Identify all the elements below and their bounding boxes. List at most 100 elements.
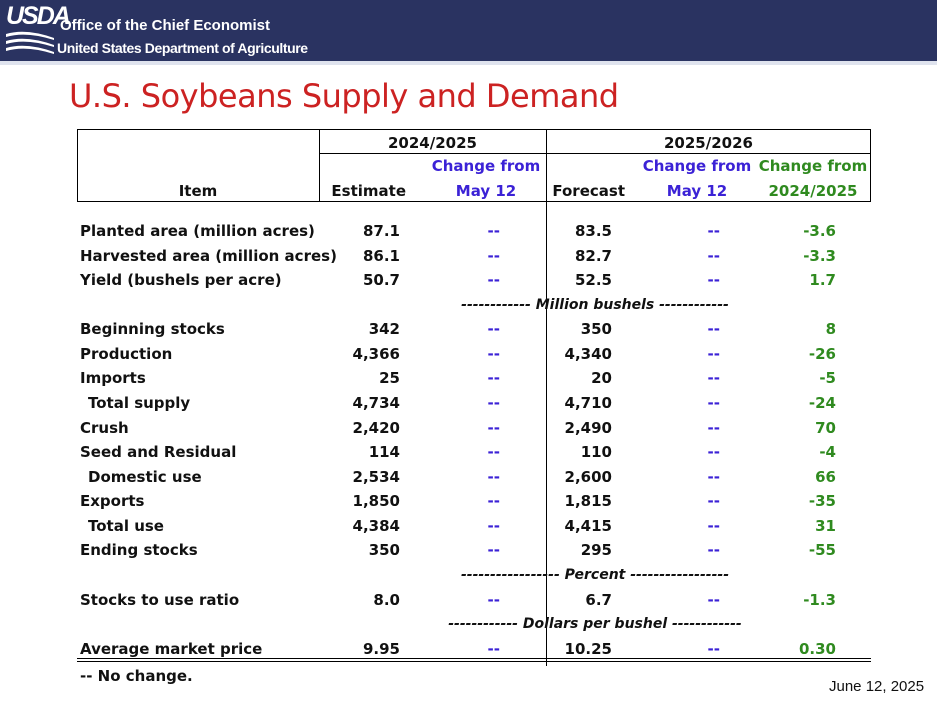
usda-logo-text: USDA (6, 2, 71, 30)
cell-chg2: -- (707, 419, 720, 437)
cell-item: Planted area (million acres) (80, 222, 315, 240)
report-date: June 12, 2025 (829, 678, 925, 695)
cell-chg1: -- (487, 443, 500, 461)
year-header-2025: 2025/2026 (664, 134, 753, 152)
cell-chg1: -- (487, 222, 500, 240)
cell-est: 350 (368, 541, 400, 559)
cell-est: 4,384 (352, 517, 400, 535)
cell-chg2: -- (707, 517, 720, 535)
cell-chg2: -- (707, 247, 720, 265)
cell-fc: 110 (580, 443, 612, 461)
cell-item: Production (80, 345, 173, 363)
col-change-may-2-line1: Change from (642, 157, 752, 175)
cell-chg1: -- (487, 492, 500, 510)
cell-chg1: -- (487, 517, 500, 535)
table-right-border (870, 129, 871, 202)
cell-chg1: -- (487, 640, 500, 658)
cell-chg2: -- (707, 345, 720, 363)
cell-fc: 52.5 (574, 271, 612, 289)
year-header-2024: 2024/2025 (388, 134, 477, 152)
cell-item: Total supply (88, 394, 191, 412)
header-divider-left (319, 129, 320, 202)
cell-chg3: 70 (815, 419, 836, 437)
cell-chg2: -- (707, 394, 720, 412)
col-change-prior-line2: 2024/2025 (768, 182, 858, 200)
table-bottom-border-2 (77, 661, 871, 662)
cell-chg1: -- (487, 394, 500, 412)
cell-est: 9.95 (362, 640, 400, 658)
cell-chg1: -- (487, 541, 500, 559)
col-change-prior-line1: Change from (758, 157, 868, 175)
cell-chg1: -- (487, 320, 500, 338)
cell-item: Exports (80, 492, 145, 510)
cell-fc: 10.25 (564, 640, 612, 658)
cell-fc: 1,815 (564, 492, 612, 510)
table-left-border (77, 129, 78, 202)
cell-item: Stocks to use ratio (80, 591, 240, 609)
cell-chg3: -35 (808, 492, 836, 510)
footnote: -- No change. (80, 667, 193, 685)
table-bottom-border-1 (77, 658, 871, 659)
cell-fc: 2,600 (564, 468, 612, 486)
cell-est: 114 (368, 443, 400, 461)
col-estimate-header: Estimate (331, 182, 406, 200)
cell-chg3: 31 (815, 517, 836, 535)
cell-chg1: -- (487, 369, 500, 387)
cell-fc: 4,710 (564, 394, 612, 412)
cell-est: 50.7 (362, 271, 400, 289)
header-bottom-border (77, 201, 871, 202)
cell-chg2: -- (707, 271, 720, 289)
cell-chg1: -- (487, 345, 500, 363)
cell-est: 25 (379, 369, 400, 387)
col-change-may-2-line2: May 12 (666, 182, 728, 200)
usda-logo-hills-icon (6, 31, 54, 54)
cell-chg3: -1.3 (803, 591, 836, 609)
cell-est: 86.1 (362, 247, 400, 265)
cell-item: Beginning stocks (80, 320, 225, 338)
year-underline (319, 153, 871, 154)
cell-chg2: -- (707, 468, 720, 486)
header-stripe (0, 61, 937, 65)
cell-est: 2,420 (352, 419, 400, 437)
col-forecast-header: Forecast (552, 182, 625, 200)
cell-est: 8.0 (373, 591, 400, 609)
cell-est: 87.1 (362, 222, 400, 240)
cell-fc: 4,340 (564, 345, 612, 363)
cell-fc: 2,490 (564, 419, 612, 437)
col-change-may-1-line2: May 12 (455, 182, 517, 200)
cell-chg3: -4 (819, 443, 836, 461)
cell-item: Imports (80, 369, 146, 387)
cell-chg2: -- (707, 320, 720, 338)
cell-chg2: -- (707, 369, 720, 387)
cell-chg3: -26 (808, 345, 836, 363)
cell-chg1: -- (487, 468, 500, 486)
cell-fc: 4,415 (564, 517, 612, 535)
cell-chg2: -- (707, 640, 720, 658)
cell-chg3: -3.3 (803, 247, 836, 265)
cell-item: Harvested area (million acres) (80, 247, 337, 265)
col-change-may-1-line1: Change from (431, 157, 541, 175)
cell-chg3: 1.7 (809, 271, 836, 289)
page-title: U.S. Soybeans Supply and Demand (69, 77, 619, 115)
cell-est: 4,366 (352, 345, 400, 363)
cell-est: 4,734 (352, 394, 400, 412)
office-name: Office of the Chief Economist (60, 17, 271, 34)
cell-chg3: -3.6 (803, 222, 836, 240)
cell-est: 2,534 (352, 468, 400, 486)
cell-chg2: -- (707, 591, 720, 609)
unit-dollars: ------------ Dollars per bushel --------… (448, 616, 742, 632)
cell-fc: 295 (580, 541, 612, 559)
cell-est: 342 (368, 320, 400, 338)
cell-chg2: -- (707, 222, 720, 240)
cell-item: Seed and Residual (80, 443, 237, 461)
cell-chg3: -5 (819, 369, 836, 387)
cell-chg1: -- (487, 419, 500, 437)
cell-chg3: 8 (825, 320, 836, 338)
cell-item: Ending stocks (80, 541, 198, 559)
cell-fc: 6.7 (585, 591, 612, 609)
cell-est: 1,850 (352, 492, 400, 510)
header-banner: USDA Office of the Chief Economist Unite… (0, 0, 937, 61)
column-divider (546, 129, 547, 666)
cell-chg3: 0.30 (798, 640, 836, 658)
cell-fc: 350 (580, 320, 612, 338)
